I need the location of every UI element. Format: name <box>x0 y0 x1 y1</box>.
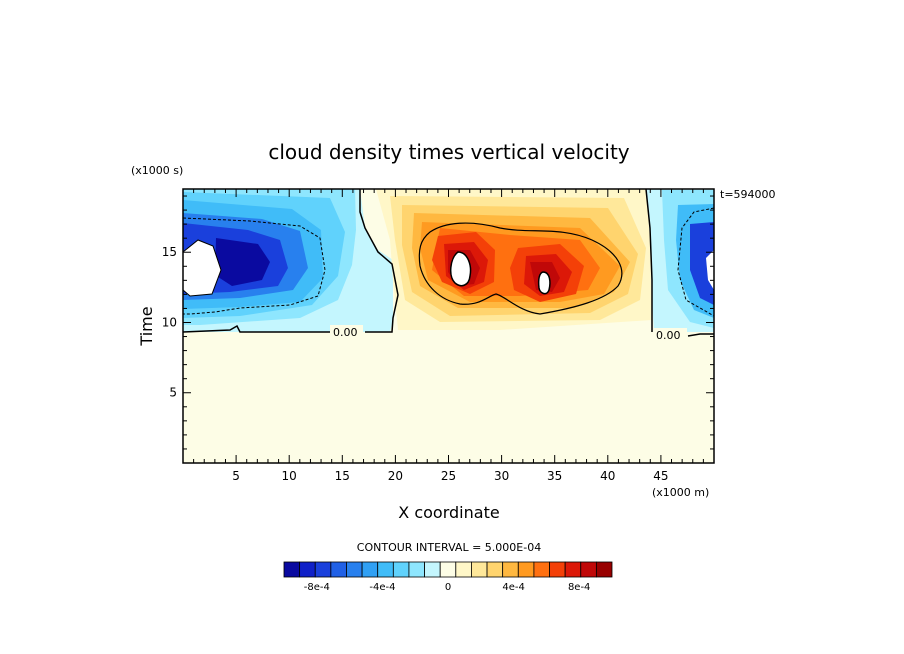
x-tick-label: 15 <box>335 469 350 483</box>
colorbar-tick-label: 4e-4 <box>502 582 525 593</box>
x-tick-label: 10 <box>282 469 297 483</box>
x-axis-label: X coordinate <box>398 503 499 522</box>
y-tick-label: 10 <box>162 315 177 329</box>
colorbar-swatch <box>455 561 472 578</box>
x-tick-label: 20 <box>388 469 403 483</box>
colorbar-swatch <box>564 561 582 578</box>
tick-labels: 5 10 15 20 25 30 35 40 45 5 10 15 <box>162 245 669 483</box>
dashed-contour-right <box>677 207 714 317</box>
colorbar-swatch <box>361 561 379 578</box>
x-tick-label: 5 <box>232 469 240 483</box>
colorbar-swatch <box>486 561 504 578</box>
colorbar-swatch <box>424 561 441 578</box>
x-tick-label: 30 <box>494 469 509 483</box>
x-tick-label: 40 <box>600 469 615 483</box>
colorbar-tick-label: -4e-4 <box>369 582 395 593</box>
x-tick-label: 35 <box>547 469 562 483</box>
zero-contour-label-right: 0.00 <box>656 329 681 342</box>
colorbar-swatch <box>533 561 550 578</box>
y-unit-label: (x1000 s) <box>131 164 183 177</box>
x-tick-label: 25 <box>441 469 456 483</box>
colorbar-swatch <box>517 561 535 578</box>
zero-contour-left <box>183 189 399 333</box>
colorbar-swatch <box>502 561 519 578</box>
colorbar-swatch <box>283 561 301 578</box>
neg-left-white-hole <box>183 239 222 297</box>
neg-left-core <box>215 238 270 286</box>
colorbar-swatch <box>377 561 394 578</box>
zero-contour-label-left: 0.00 <box>333 326 358 339</box>
colorbar-tick-label: 8e-4 <box>568 582 591 593</box>
pos-white-hole-left <box>450 251 472 287</box>
chart-title: cloud density times vertical velocity <box>268 140 629 164</box>
plot-area: 0.00 0.00 5 10 15 20 25 30 35 40 45 5 10 15 <box>162 188 715 483</box>
y-axis-label: Time <box>137 306 156 346</box>
colorbar-swatch <box>439 561 457 578</box>
colorbar-swatch <box>392 561 410 578</box>
colorbar-swatch <box>346 561 363 578</box>
time-stamp: t=594000 <box>720 188 776 201</box>
contour-interval: CONTOUR INTERVAL = 5.000E-04 <box>357 541 541 554</box>
colorbar-tick-label: -8e-4 <box>304 582 330 593</box>
colorbar-swatch <box>549 561 566 578</box>
colorbar-swatch <box>595 561 613 578</box>
colorbar-tick-label: 0 <box>445 582 451 593</box>
colorbar-swatch <box>314 561 332 578</box>
colorbar-swatch <box>408 561 425 578</box>
positive-contour <box>418 222 623 315</box>
colorbar: -8e-4 -4e-4 0 4e-4 8e-4 <box>283 561 613 593</box>
field <box>183 189 714 337</box>
pos-white-hole-right <box>537 271 551 295</box>
x-unit-label: (x1000 m) <box>652 486 709 499</box>
colorbar-swatch <box>471 561 488 578</box>
tick-marks <box>183 189 714 463</box>
x-tick-label: 45 <box>653 469 668 483</box>
zero-contour-labels: 0.00 0.00 <box>330 325 687 342</box>
neg-right-core <box>690 222 714 305</box>
colorbar-swatch <box>330 561 347 578</box>
zero-contour-right <box>645 189 714 337</box>
y-tick-label: 5 <box>169 386 177 400</box>
dashed-contour-left <box>183 217 326 315</box>
colorbar-swatch <box>580 561 597 578</box>
colorbar-swatch <box>299 561 316 578</box>
y-tick-label: 15 <box>162 245 177 259</box>
